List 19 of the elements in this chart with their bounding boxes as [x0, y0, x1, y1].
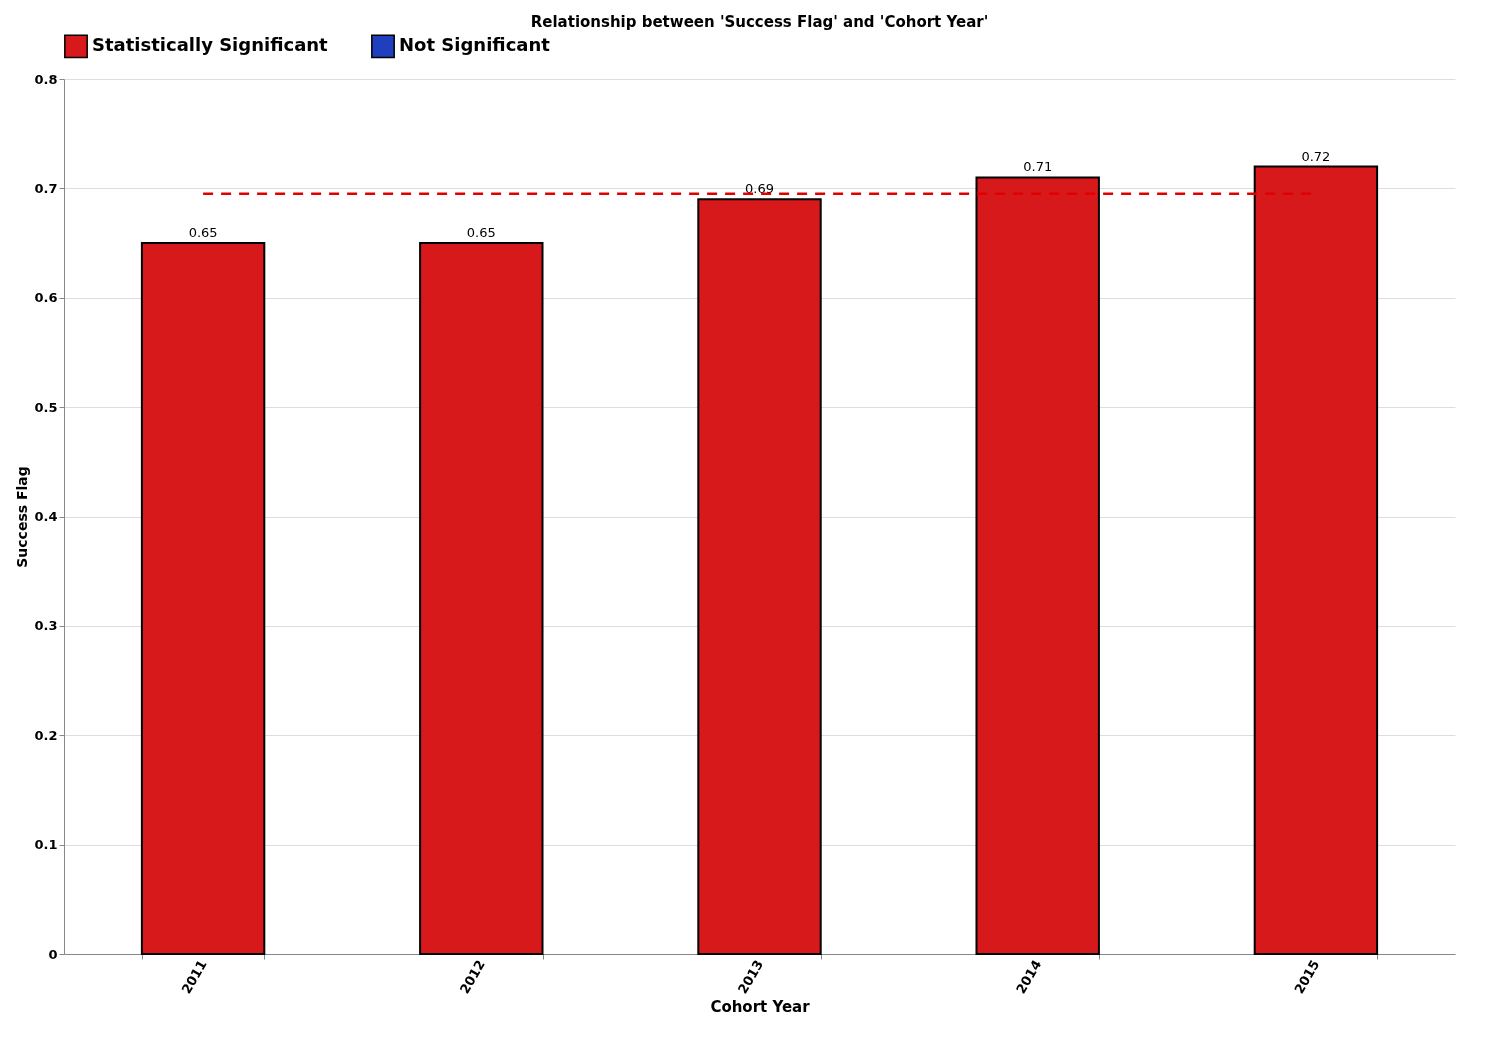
x-axis-title: Cohort Year	[710, 998, 811, 1017]
data-label: 0.71	[1023, 159, 1053, 175]
y-tick-label: 0.4	[34, 509, 58, 524]
legend-label: Not Significant	[399, 34, 551, 56]
y-tick-label: 0.3	[34, 618, 58, 634]
legend-label: Statistically Significant	[92, 34, 329, 56]
y-tick-label: 0	[48, 946, 58, 962]
data-label: 0.65	[466, 225, 496, 241]
data-label: 0.65	[188, 225, 218, 241]
y-tick-label: 0.5	[34, 399, 58, 415]
y-axis-title: Success Flag	[14, 466, 31, 568]
y-tick-label: 0.8	[34, 71, 58, 87]
chart-title: Relationship between 'Success Flag' and 'Cohort Year'	[530, 13, 989, 31]
data-label: 0.69	[745, 181, 774, 197]
y-tick-label: 0.2	[34, 727, 58, 743]
y-tick-label: 0.1	[34, 837, 58, 853]
y-tick-label: 0.6	[34, 290, 58, 306]
data-label: 0.72	[1301, 148, 1331, 164]
y-tick-label: 0.7	[34, 180, 58, 196]
